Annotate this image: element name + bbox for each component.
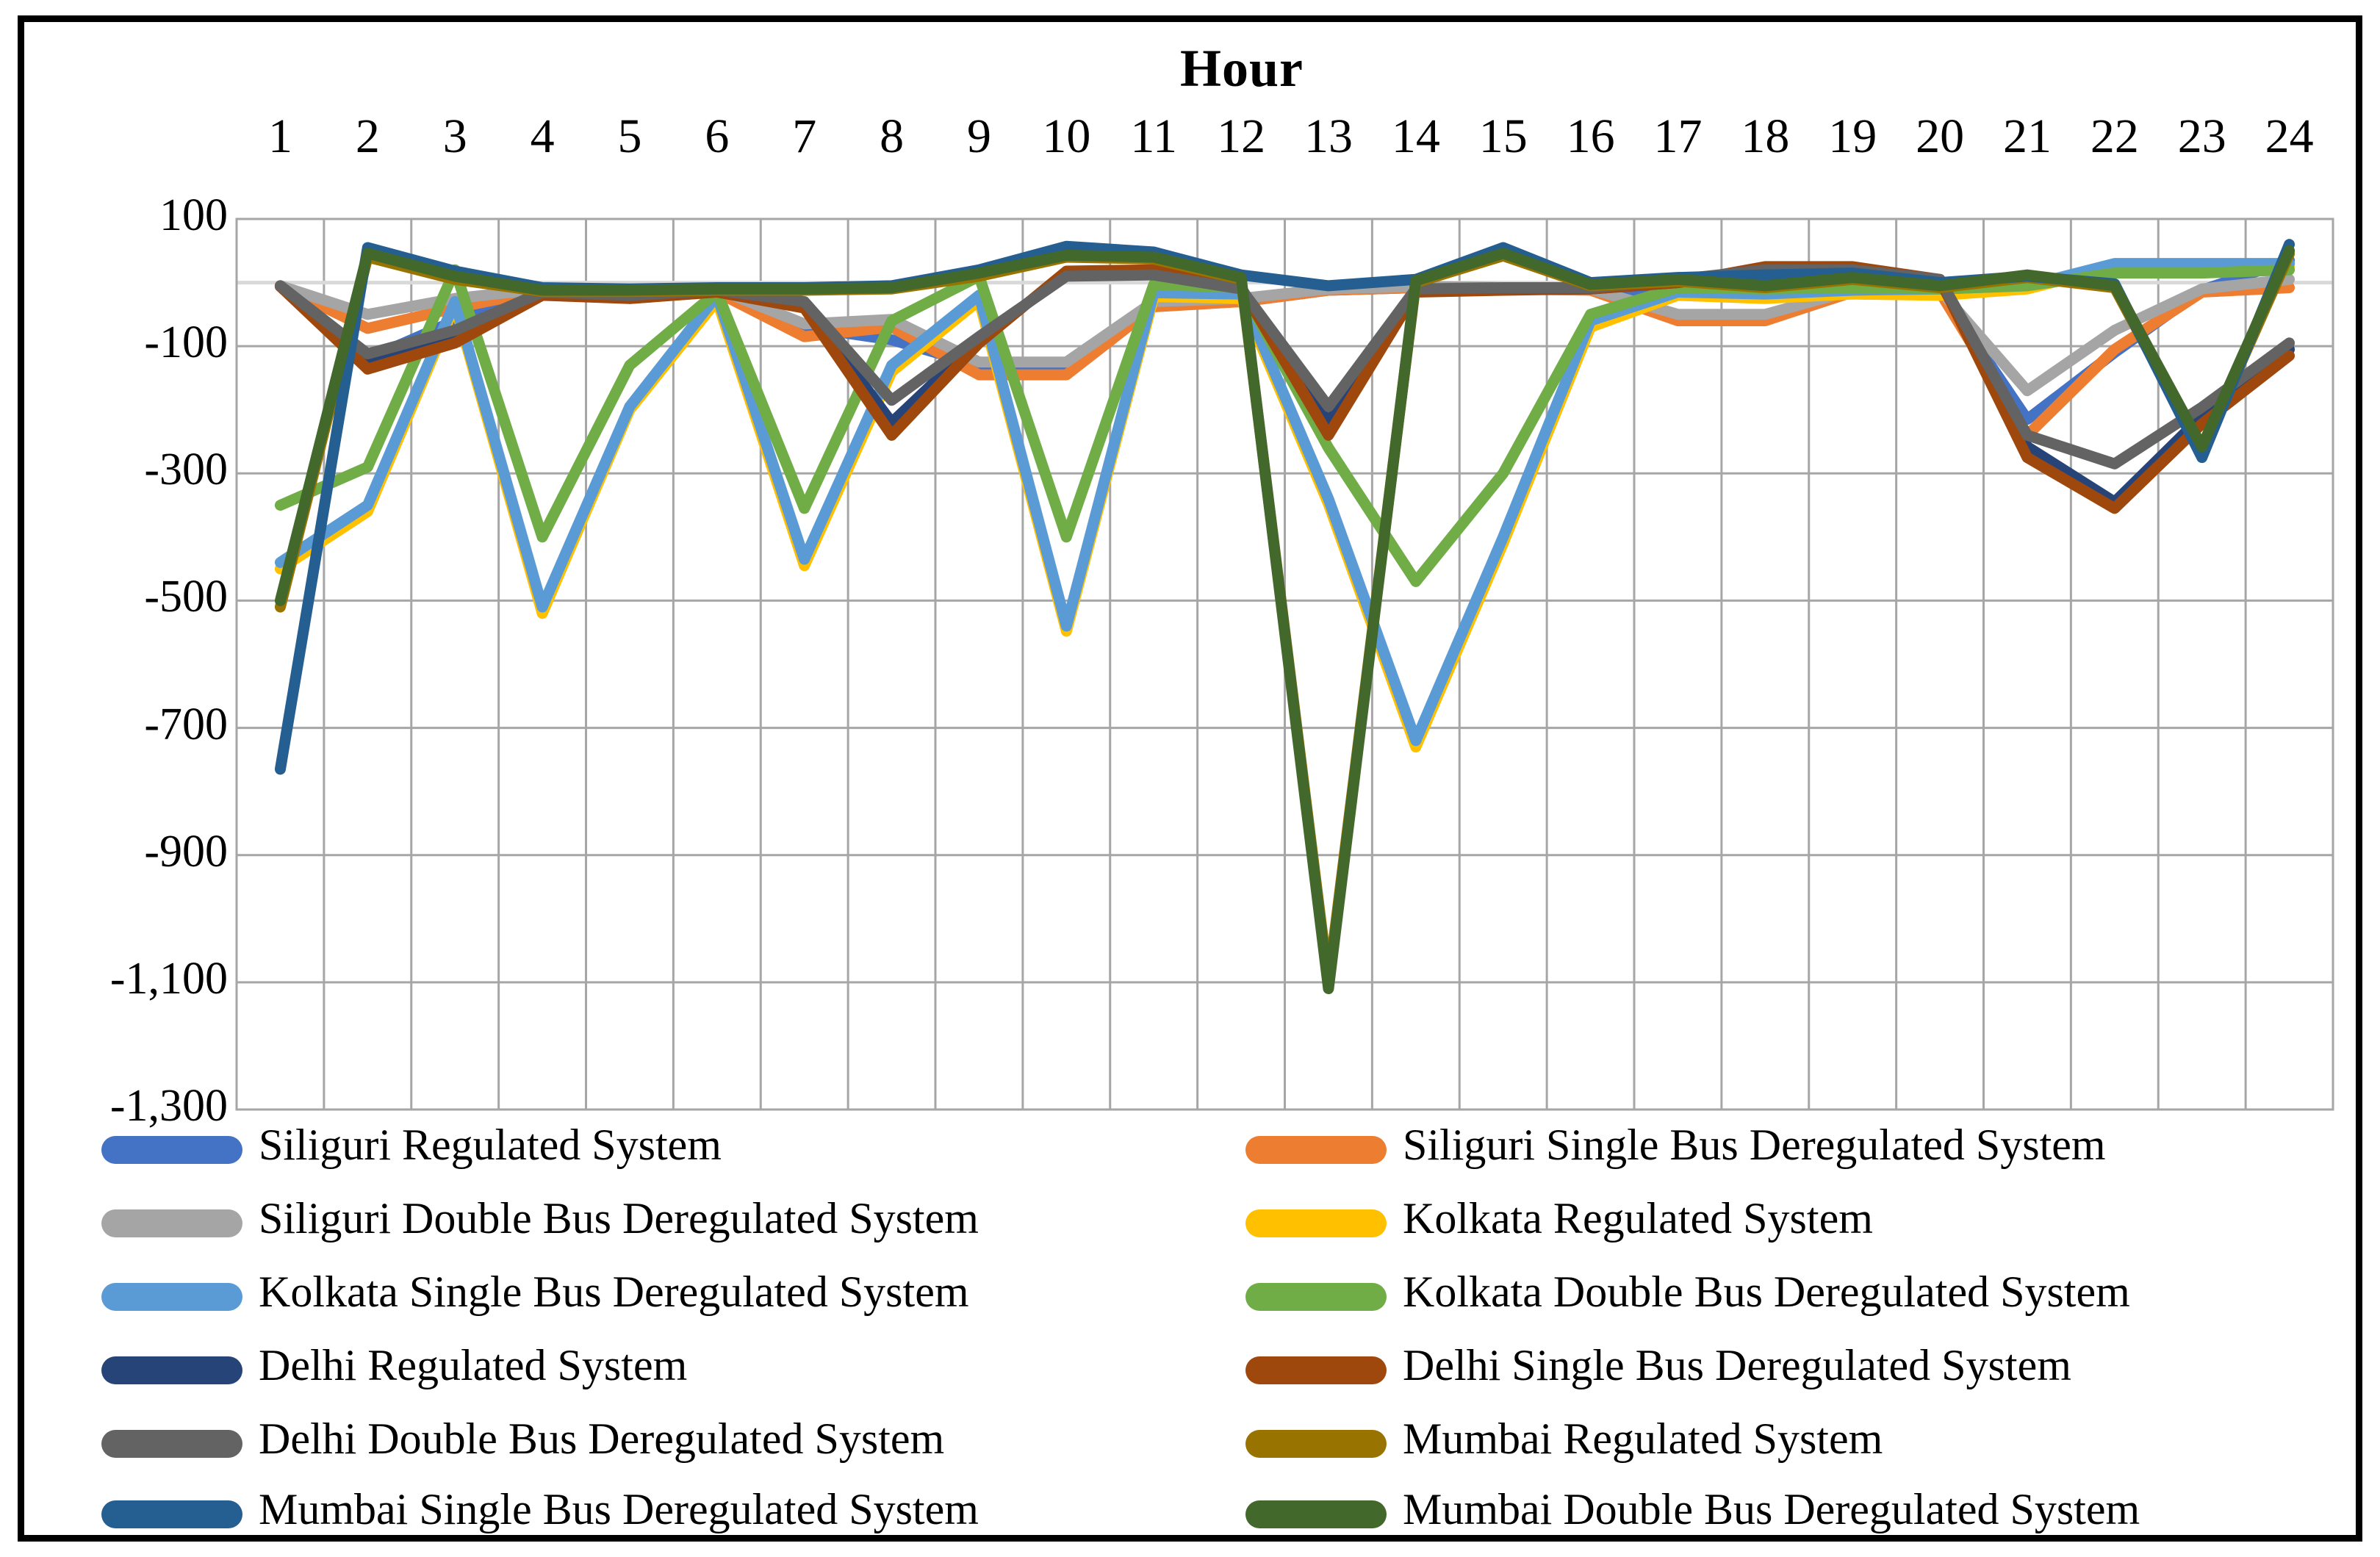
x-tick-label-24: 24 bbox=[2265, 109, 2314, 163]
legend-label-siliguri-regulated-system: Siliguri Regulated System bbox=[259, 1121, 722, 1169]
legend-label-kolkata-single-bus-deregulated-system: Kolkata Single Bus Deregulated System bbox=[259, 1267, 969, 1316]
plot-border bbox=[235, 217, 2334, 1111]
y-tick-label--1,300: -1,300 bbox=[109, 1081, 228, 1131]
x-tick-label-21: 21 bbox=[2002, 109, 2052, 163]
x-tick-label-5: 5 bbox=[617, 109, 642, 163]
x-tick-label-15: 15 bbox=[1478, 109, 1528, 163]
x-tick-label-7: 7 bbox=[792, 109, 817, 163]
legend-swatch-kolkata-single-bus-deregulated-system bbox=[101, 1283, 242, 1311]
y-tick-label--900: -900 bbox=[144, 826, 228, 877]
y-tick-label--500: -500 bbox=[144, 572, 228, 622]
legend-swatch-siliguri-single-bus-deregulated-system bbox=[1245, 1136, 1387, 1164]
x-tick-label-17: 17 bbox=[1653, 109, 1703, 163]
y-tick-label--1,100: -1,100 bbox=[109, 953, 228, 1004]
x-tick-label-22: 22 bbox=[2090, 109, 2139, 163]
legend-swatch-siliguri-regulated-system bbox=[101, 1136, 242, 1164]
legend-label-mumbai-regulated-system: Mumbai Regulated System bbox=[1403, 1414, 1883, 1463]
legend-label-mumbai-double-bus-deregulated-system: Mumbai Double Bus Deregulated System bbox=[1403, 1485, 2140, 1533]
legend-swatch-mumbai-regulated-system bbox=[1245, 1430, 1387, 1458]
x-tick-label-12: 12 bbox=[1217, 109, 1266, 163]
legend-label-delhi-regulated-system: Delhi Regulated System bbox=[259, 1341, 688, 1389]
x-tick-label-14: 14 bbox=[1391, 109, 1440, 163]
x-tick-label-19: 19 bbox=[1828, 109, 1877, 163]
legend-swatch-mumbai-double-bus-deregulated-system bbox=[1245, 1500, 1387, 1528]
legend-swatch-delhi-double-bus-deregulated-system bbox=[101, 1430, 242, 1458]
y-tick-label--300: -300 bbox=[144, 445, 228, 495]
legend-label-siliguri-double-bus-deregulated-system: Siliguri Double Bus Deregulated System bbox=[259, 1194, 979, 1243]
y-tick-label--700: -700 bbox=[144, 699, 228, 749]
legend-label-delhi-single-bus-deregulated-system: Delhi Single Bus Deregulated System bbox=[1403, 1341, 2071, 1389]
legend-swatch-mumbai-single-bus-deregulated-system bbox=[101, 1500, 242, 1528]
figure-border bbox=[18, 15, 2362, 1542]
x-tick-label-9: 9 bbox=[966, 109, 991, 163]
y-tick-label--100: -100 bbox=[144, 317, 228, 368]
x-tick-label-6: 6 bbox=[705, 109, 730, 163]
chart-title: Hour bbox=[1179, 39, 1304, 98]
x-tick-label-23: 23 bbox=[2177, 109, 2226, 163]
legend-swatch-delhi-regulated-system bbox=[101, 1356, 242, 1384]
legend-swatch-kolkata-regulated-system bbox=[1245, 1209, 1387, 1237]
series-line-mumbai-double-bus-deregulated-system bbox=[274, 245, 2295, 995]
legend-label-kolkata-double-bus-deregulated-system: Kolkata Double Bus Deregulated System bbox=[1403, 1267, 2130, 1316]
legend-swatch-delhi-single-bus-deregulated-system bbox=[1245, 1356, 1387, 1384]
x-tick-label-20: 20 bbox=[1916, 109, 1965, 163]
x-tick-label-8: 8 bbox=[880, 109, 905, 163]
legend-swatch-siliguri-double-bus-deregulated-system bbox=[101, 1209, 242, 1237]
x-tick-label-11: 11 bbox=[1130, 109, 1177, 163]
x-tick-label-4: 4 bbox=[530, 109, 555, 163]
x-tick-label-18: 18 bbox=[1741, 109, 1790, 163]
y-tick-label-100: 100 bbox=[159, 190, 228, 240]
legend-label-mumbai-single-bus-deregulated-system: Mumbai Single Bus Deregulated System bbox=[259, 1485, 979, 1533]
x-tick-label-16: 16 bbox=[1566, 109, 1615, 163]
legend-label-siliguri-single-bus-deregulated-system: Siliguri Single Bus Deregulated System bbox=[1403, 1121, 2106, 1169]
legend-label-kolkata-regulated-system: Kolkata Regulated System bbox=[1403, 1194, 1873, 1243]
legend-swatch-kolkata-double-bus-deregulated-system bbox=[1245, 1283, 1387, 1311]
x-tick-label-3: 3 bbox=[442, 109, 467, 163]
legend-label-delhi-double-bus-deregulated-system: Delhi Double Bus Deregulated System bbox=[259, 1414, 945, 1463]
x-tick-label-10: 10 bbox=[1042, 109, 1091, 163]
x-tick-label-2: 2 bbox=[355, 109, 380, 163]
x-tick-label-1: 1 bbox=[267, 109, 292, 163]
x-tick-label-13: 13 bbox=[1304, 109, 1353, 163]
